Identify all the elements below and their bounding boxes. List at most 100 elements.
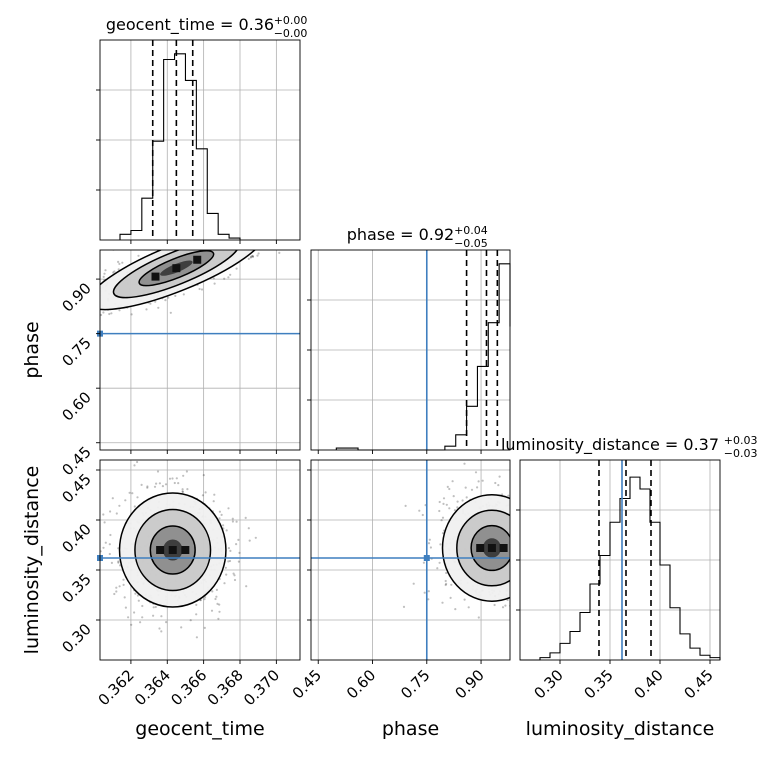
scatter-point xyxy=(535,548,537,550)
hist-phase-step xyxy=(335,263,511,451)
scatter-point xyxy=(115,590,118,593)
scatter-point xyxy=(511,586,513,588)
scatter-point xyxy=(514,583,516,585)
scatter-point xyxy=(427,598,430,601)
scatter-point xyxy=(438,509,441,513)
scatter-point xyxy=(514,552,516,554)
scatter-point xyxy=(89,275,91,277)
scatter-point xyxy=(547,530,549,532)
scatter-point xyxy=(92,497,94,499)
scatter-point xyxy=(182,242,184,244)
scatter-point xyxy=(180,626,183,629)
scatter-point xyxy=(174,294,177,297)
density-peak-cell-0 xyxy=(476,544,485,552)
x-axis-label-luminosity_distance: luminosity_distance xyxy=(526,718,715,740)
scatter-point xyxy=(448,507,451,510)
scatter-point xyxy=(528,543,530,545)
scatter-point xyxy=(250,237,252,239)
scatter-point xyxy=(515,566,517,568)
scatter-point xyxy=(217,242,219,244)
panel-title-sub-phase: −0.05 xyxy=(454,237,488,250)
scatter-point xyxy=(189,246,191,248)
scatter-point xyxy=(444,579,447,583)
scatter-point xyxy=(442,497,446,500)
scatter-point xyxy=(517,535,519,537)
scatter-point xyxy=(160,615,163,618)
scatter-point xyxy=(418,509,421,512)
scatter-point xyxy=(97,314,99,316)
scatter-point xyxy=(198,287,201,291)
scatter-point xyxy=(449,596,452,600)
scatter-point xyxy=(512,548,514,550)
scatter-point xyxy=(454,608,457,611)
scatter-point xyxy=(533,529,535,531)
scatter-point xyxy=(181,490,184,493)
scatter-point xyxy=(526,495,528,497)
scatter-point xyxy=(525,561,527,563)
scatter-point xyxy=(113,270,116,273)
scatter-point xyxy=(516,600,518,602)
scatter-point xyxy=(564,518,566,520)
scatter-point xyxy=(133,505,136,508)
scatter-point xyxy=(562,524,564,526)
scatter-point xyxy=(212,243,214,245)
scatter-point xyxy=(250,221,252,223)
scatter-point xyxy=(254,230,256,232)
scatter-point xyxy=(146,245,148,247)
scatter-point xyxy=(235,520,238,523)
scatter-point xyxy=(156,470,160,473)
scatter-point xyxy=(102,311,105,314)
scatter-point xyxy=(514,515,516,517)
scatter-point xyxy=(542,581,544,583)
panel-title-sub-luminosity_distance: −0.03 xyxy=(724,447,758,460)
scatter-point xyxy=(189,619,192,622)
scatter-point xyxy=(477,480,480,483)
scatter-point xyxy=(122,578,125,581)
scatter-point xyxy=(140,483,143,486)
scatter-point xyxy=(513,528,515,530)
scatter-point xyxy=(225,573,228,576)
xtick-label-geocent_time: 0.368 xyxy=(204,666,247,709)
scatter-point xyxy=(549,535,551,537)
scatter-point xyxy=(217,617,220,620)
density-geocent_time-luminosity_distance-frame xyxy=(99,459,301,661)
density-peak-cell-0 xyxy=(151,272,160,281)
scatter-point xyxy=(436,567,439,570)
scatter-point xyxy=(157,306,160,309)
scatter-point xyxy=(215,595,218,598)
scatter-point xyxy=(524,539,526,541)
scatter-point xyxy=(404,504,407,507)
scatter-point xyxy=(257,229,259,231)
scatter-point xyxy=(513,545,515,547)
scatter-point xyxy=(213,228,215,230)
x-axis-label-phase: phase xyxy=(382,718,439,740)
scatter-point xyxy=(456,500,459,503)
scatter-point xyxy=(146,485,149,488)
scatter-point xyxy=(118,585,121,588)
scatter-point xyxy=(244,243,246,245)
scatter-point xyxy=(128,491,131,494)
scatter-point xyxy=(229,244,231,246)
xtick-label-geocent_time: 0.362 xyxy=(95,666,138,709)
scatter-point xyxy=(243,230,245,232)
scatter-point xyxy=(175,477,178,480)
scatter-point xyxy=(524,540,526,542)
scatter-point xyxy=(108,552,111,556)
scatter-point xyxy=(442,502,445,505)
scatter-point xyxy=(545,548,547,550)
scatter-point xyxy=(141,616,144,619)
scatter-point xyxy=(154,605,157,609)
scatter-point xyxy=(268,197,270,199)
scatter-point xyxy=(261,244,263,246)
scatter-point xyxy=(510,544,512,546)
scatter-point xyxy=(252,247,254,249)
scatter-point xyxy=(159,455,161,457)
scatter-point xyxy=(465,496,468,499)
scatter-point xyxy=(544,529,546,531)
scatter-point xyxy=(165,621,168,624)
scatter-point xyxy=(213,493,216,496)
scatter-point xyxy=(528,540,530,542)
scatter-point xyxy=(201,494,204,497)
scatter-point xyxy=(523,547,525,549)
scatter-point xyxy=(207,231,209,233)
